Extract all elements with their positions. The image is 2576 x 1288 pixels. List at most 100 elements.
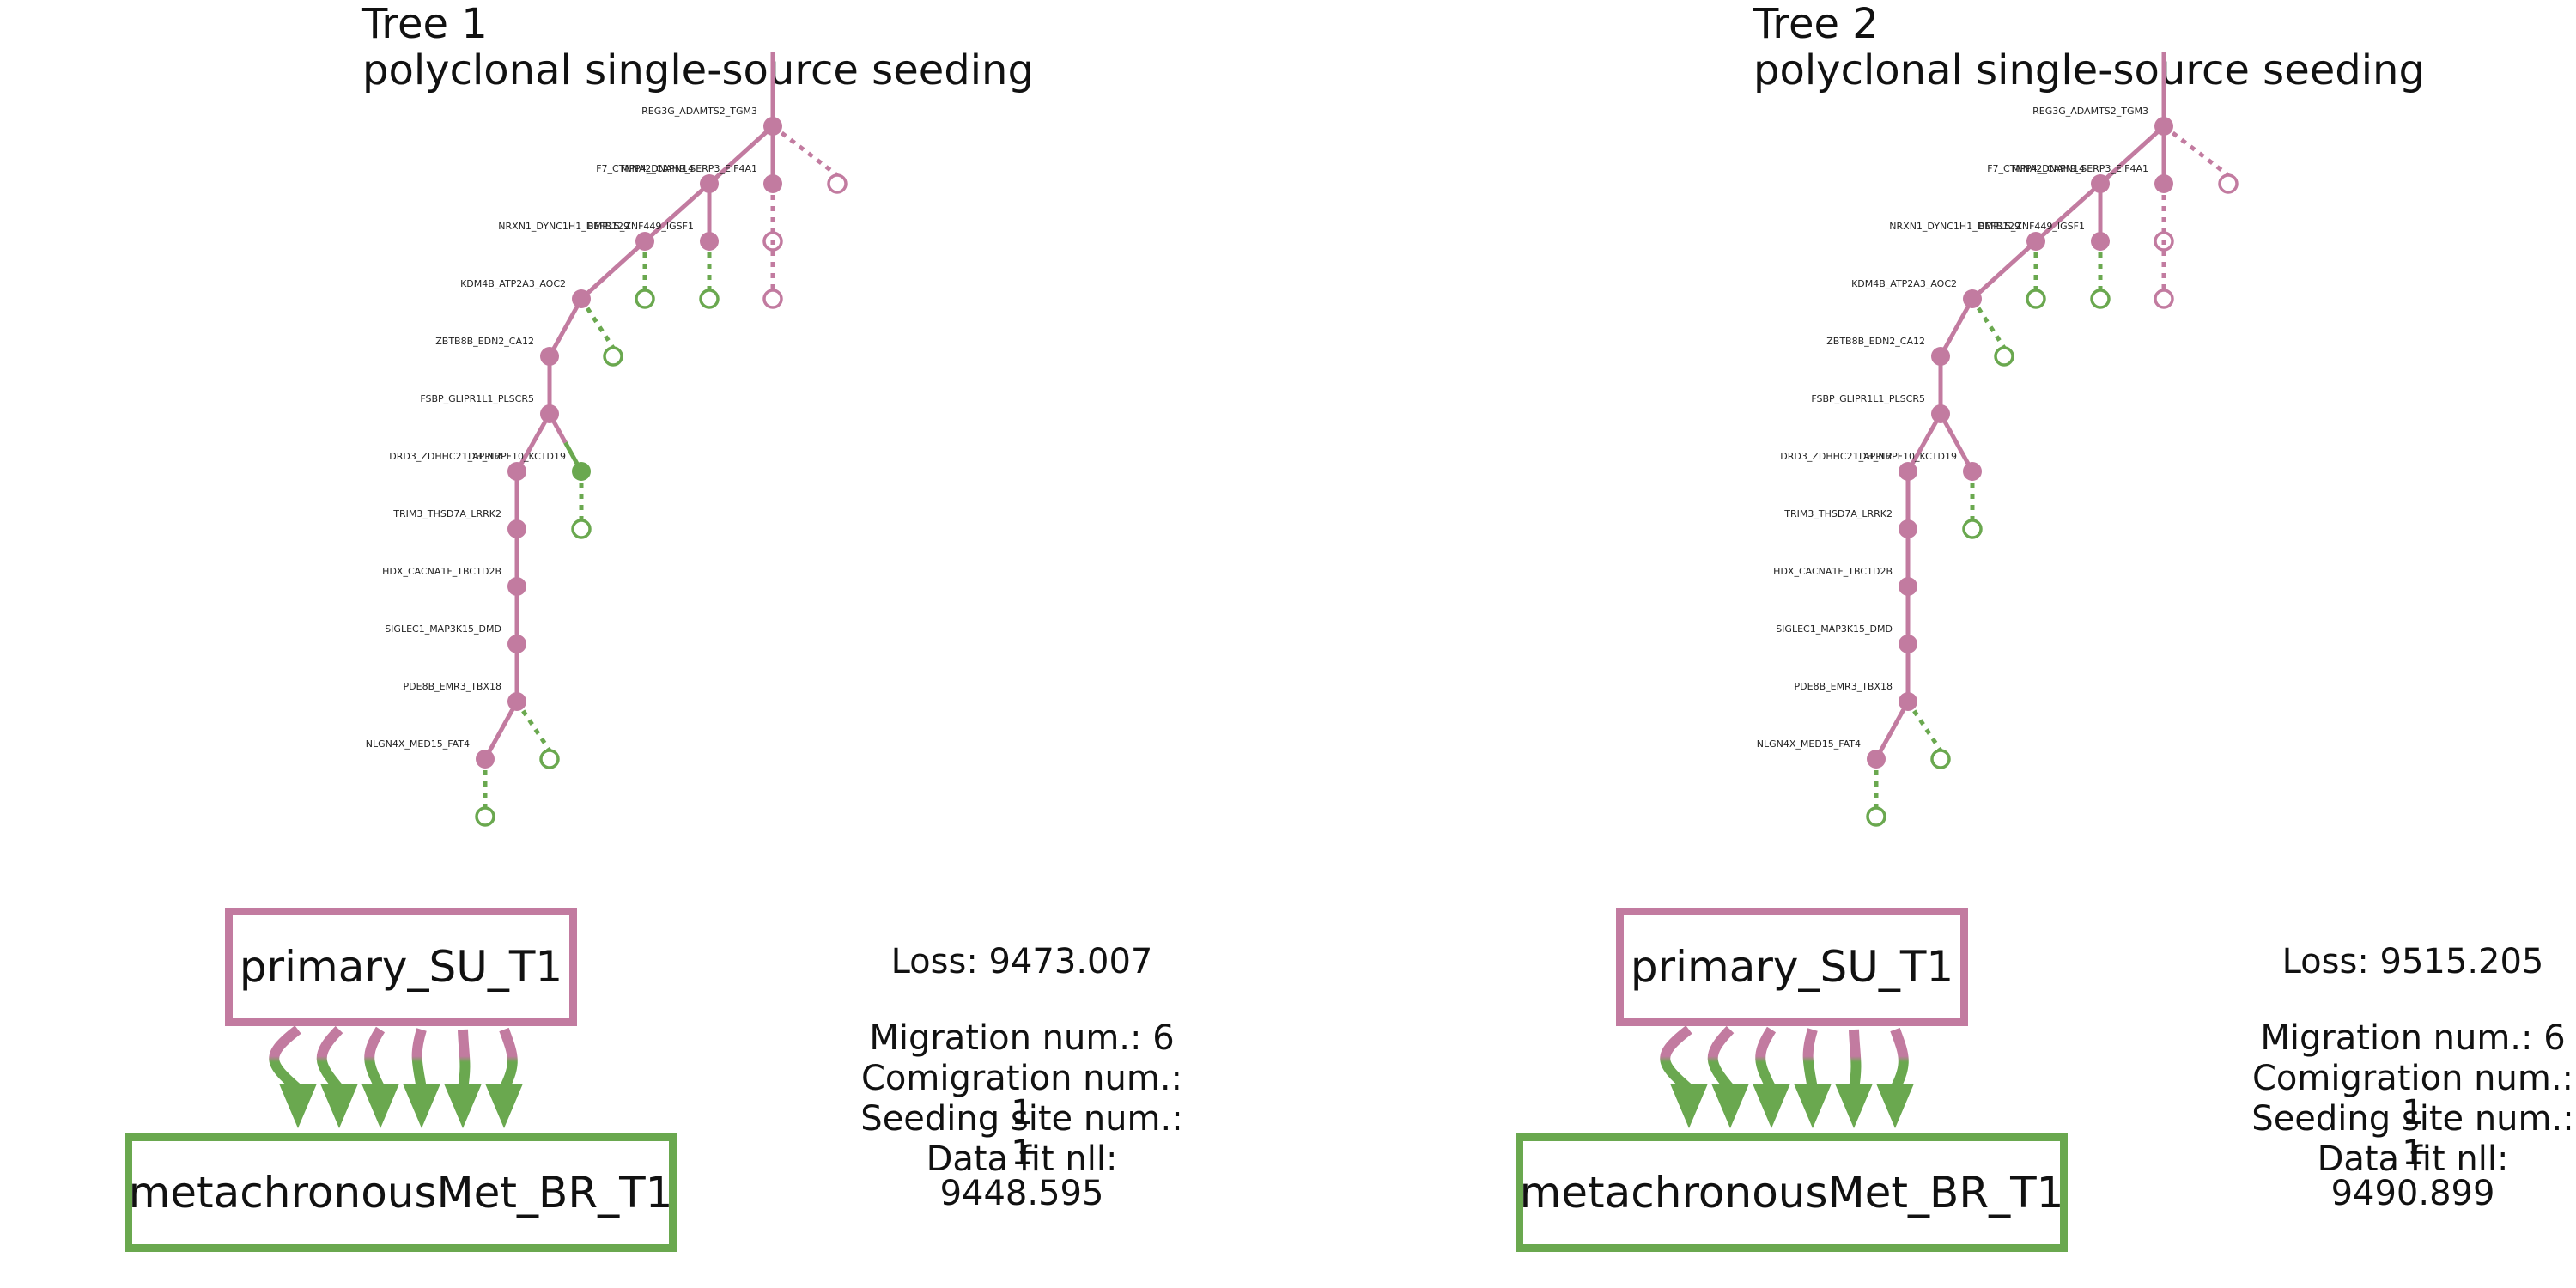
tree-edge [1971, 240, 2038, 301]
tree-subtitle: polyclonal single-source seeding [1753, 46, 2425, 94]
tree-subtitle: polyclonal single-source seeding [362, 46, 1034, 94]
migration-edge [1890, 1027, 1909, 1091]
clone-node-label: NLGN4X_MED15_FAT4 [1757, 738, 1861, 750]
clone-node-label: MPP4_DNAH9_SERP3_EIF4A1 [2012, 163, 2148, 174]
leaf-edge [771, 125, 839, 177]
leaf-node [475, 806, 495, 827]
clone-node-label: NRXN1_DYNC1H1_DEFB129 [498, 221, 629, 232]
migration-arrowhead [1670, 1084, 1708, 1128]
clone-node-label: PDE8B_EMR3_TBX18 [1795, 681, 1893, 692]
leaf-edge [1970, 297, 2007, 349]
migration-arrowhead [361, 1084, 399, 1128]
migration-edge [1802, 1028, 1818, 1090]
migration-edge [458, 1029, 471, 1090]
clone-node [1931, 347, 1950, 366]
migration-edge [269, 1025, 301, 1093]
clone-node-label: F7_CTNNA2_CAPN14 [596, 163, 694, 174]
clone-tree: REG3G_ADAMTS2_TGM3 F7_CTNNA2_CAPN14MPP4_D… [1757, 52, 2239, 827]
clone-node [1963, 289, 1982, 308]
clone-node-label: HDX_CACNA1F_TBC1D2B [382, 566, 501, 577]
primary-site-box: primary_SU_T1 [225, 908, 577, 1026]
clone-node-label: TDH_NBPF10_KCTD19 [1852, 451, 1957, 462]
tree-edge [547, 297, 584, 358]
migration-edge [1660, 1025, 1692, 1093]
tree-edge [580, 240, 647, 301]
leaf-node [762, 289, 783, 309]
leaf-edge [514, 700, 552, 752]
migration-edge [1849, 1029, 1862, 1090]
clone-node-label: SIGLEC1_MAP3K15_DMD [385, 623, 501, 635]
clone-node-label: REG3G_ADAMTS2_TGM3 [641, 106, 757, 117]
clone-node [507, 462, 526, 481]
clone-node [2154, 174, 2173, 193]
migration-edge [1707, 1025, 1735, 1092]
leaf-node [1930, 749, 1951, 769]
tree-stats: Loss: 9515.205 Migration num.: 6 Comigra… [2241, 942, 2576, 1213]
migration-arrowhead [444, 1084, 482, 1128]
migration-edge [316, 1025, 343, 1092]
migration-count: Migration num.: 6 [869, 1018, 1175, 1058]
clone-node [2091, 232, 2110, 251]
leaf-node [1962, 519, 1983, 539]
metastasis-site-box: metachronousMet_BR_T1 [125, 1133, 677, 1252]
loss-value: Loss: 9515.205 [2281, 942, 2544, 981]
migration-edge [499, 1027, 518, 1091]
migration-arrowhead [320, 1084, 358, 1128]
leaf-edge [1905, 700, 1943, 752]
tree-title: Tree 2 [1753, 0, 1879, 48]
clone-node [700, 174, 719, 193]
clone-node-label: KDM4B_ATP2A3_AOC2 [460, 278, 566, 289]
clone-node [700, 232, 719, 251]
tree-panel-2: Tree 2 polyclonal single-source seeding … [1391, 0, 2576, 1288]
clone-node [507, 519, 526, 538]
clone-node [1931, 404, 1950, 423]
migration-edge [411, 1028, 427, 1090]
clone-node-label: F7_CTNNA2_CAPN14 [1987, 163, 2085, 174]
data-fit-nll: Data fit nll: 9448.595 [926, 1139, 1118, 1213]
migration-arrowhead [1753, 1084, 1790, 1128]
clone-node-label: HDX_CACNA1F_TBC1D2B [1773, 566, 1893, 577]
tree-edge [1874, 700, 1911, 761]
clone-node-label: MPP4_DNAH9_SERP3_EIF4A1 [621, 163, 757, 174]
clone-node [1963, 462, 1982, 481]
clone-node [2026, 232, 2045, 251]
clone-node [1899, 692, 1917, 711]
clone-node-label: DRD3_ZDHHC21_APPL2 [389, 451, 501, 462]
data-fit-nll: Data fit nll: 9490.899 [2317, 1139, 2509, 1213]
primary-site-label: primary_SU_T1 [1630, 942, 1954, 992]
clone-node [763, 117, 782, 136]
clone-tree: REG3G_ADAMTS2_TGM3 F7_CTNNA2_CAPN14MPP4_D… [366, 52, 848, 827]
leaf-edge [2162, 125, 2230, 177]
seeding-site-count: Seeding site num.: 1 [860, 1099, 1183, 1173]
clone-node [1867, 750, 1886, 769]
primary-site-box: primary_SU_T1 [1616, 908, 1968, 1026]
clone-node [1899, 577, 1917, 596]
tree-edge [643, 182, 711, 243]
clone-node [572, 289, 591, 308]
migration-arrowhead [1835, 1084, 1873, 1128]
migration-arrowhead [1794, 1084, 1832, 1128]
migration-edge [364, 1026, 386, 1091]
leaf-node [635, 289, 655, 309]
metastasis-site-label: metachronousMet_BR_T1 [128, 1168, 673, 1218]
clone-node-label: BMP15_ZNF449_IGSF1 [587, 221, 694, 232]
leaf-node [827, 173, 848, 194]
leaf-node [603, 346, 623, 367]
clone-node-label: BMP15_ZNF449_IGSF1 [1978, 221, 2085, 232]
clone-node [763, 174, 782, 193]
clone-node-label: FSBP_GLIPR1L1_PLSCR5 [1811, 393, 1925, 404]
comigration-count: Comigration num.: 1 [2251, 1059, 2574, 1133]
clone-node [507, 577, 526, 596]
clone-node-label: ZBTB8B_EDN2_CA12 [1826, 336, 1925, 347]
clone-node [2154, 117, 2173, 136]
clone-node-label: REG3G_ADAMTS2_TGM3 [2032, 106, 2148, 117]
clone-node [540, 404, 559, 423]
tree-panel-1: Tree 1 polyclonal single-source seeding … [125, 3, 1183, 1252]
clone-node [1899, 462, 1917, 481]
tree-edge [514, 412, 552, 473]
clone-node-label: DRD3_ZDHHC21_APPL2 [1780, 451, 1893, 462]
clone-node [507, 635, 526, 653]
clone-node [572, 462, 591, 481]
clone-node-label: PDE8B_EMR3_TBX18 [404, 681, 501, 692]
leaf-node [2154, 289, 2174, 309]
